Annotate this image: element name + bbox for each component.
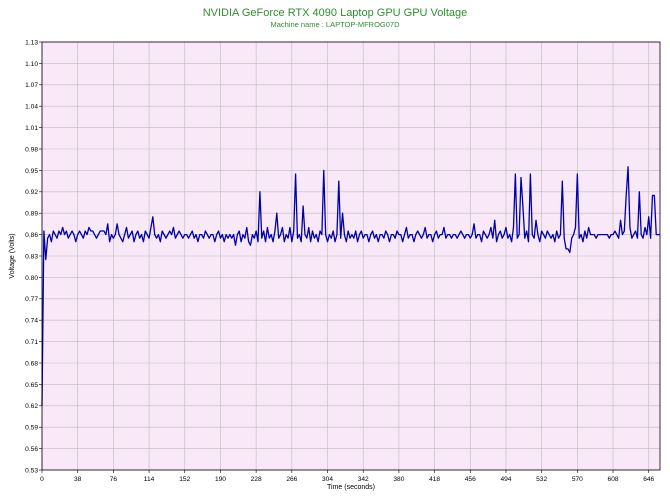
y-tick-label: 0.77 xyxy=(25,296,38,303)
y-tick-label: 0.53 xyxy=(25,467,38,474)
series-line-voltage xyxy=(41,166,660,406)
x-axis-label: Time (seconds) xyxy=(327,484,375,491)
y-tick-label: 0.89 xyxy=(25,211,38,218)
y-tick-label: 0.86 xyxy=(25,232,38,239)
x-tick-label: 304 xyxy=(322,476,333,483)
x-tick-label: 76 xyxy=(110,476,118,483)
series-group xyxy=(41,166,660,406)
y-tick-label: 1.13 xyxy=(25,39,38,46)
y-axis-ticks: 0.53 0.56 0.59 0.62 0.65 0.68 0.71 0.74 0.77 0.80… xyxy=(25,39,42,474)
x-tick-label: 190 xyxy=(215,476,226,483)
y-tick-label: 0.65 xyxy=(25,382,38,389)
y-tick-label: 0.74 xyxy=(25,318,38,325)
y-tick-label: 0.71 xyxy=(25,339,38,346)
x-tick-label: 608 xyxy=(608,476,619,483)
x-tick-label: 0 xyxy=(40,476,44,483)
x-tick-label: 418 xyxy=(429,476,440,483)
x-tick-label: 380 xyxy=(393,476,404,483)
y-tick-label: 0.59 xyxy=(25,425,38,432)
x-tick-label: 646 xyxy=(643,476,654,483)
y-tick-label: 1.04 xyxy=(25,104,38,111)
chart-title: NVIDIA GeForce RTX 4090 Laptop GPU GPU V… xyxy=(203,7,468,19)
x-tick-label: 342 xyxy=(358,476,369,483)
x-tick-label: 228 xyxy=(251,476,262,483)
x-tick-label: 494 xyxy=(500,476,511,483)
x-tick-label: 570 xyxy=(572,476,583,483)
y-tick-label: 0.98 xyxy=(25,146,38,153)
y-tick-label: 0.56 xyxy=(25,446,38,453)
x-tick-label: 266 xyxy=(286,476,297,483)
x-tick-label: 152 xyxy=(179,476,190,483)
x-tick-label: 38 xyxy=(74,476,82,483)
x-tick-label: 532 xyxy=(536,476,547,483)
horizontal-grid-lines xyxy=(42,41,660,471)
y-tick-label: 0.62 xyxy=(25,403,38,410)
x-tick-label: 114 xyxy=(144,476,155,483)
y-tick-label: 0.92 xyxy=(25,189,38,196)
y-tick-label: 0.83 xyxy=(25,253,38,260)
y-tick-label: 0.95 xyxy=(25,168,38,175)
x-axis-ticks: 0 38 76 114 152 190 228 266 304 342 380 418 456 494 53… xyxy=(40,470,655,483)
y-tick-label: 0.80 xyxy=(25,275,38,282)
y-tick-label: 0.68 xyxy=(25,360,38,367)
y-tick-label: 1.07 xyxy=(25,82,38,89)
y-tick-label: 1.01 xyxy=(25,125,38,132)
y-tick-label: 1.10 xyxy=(25,61,38,68)
chart-subtitle: Machine name : LAPTOP-MFROG07D xyxy=(270,20,400,29)
y-axis-label: Voltage (Volts) xyxy=(9,233,16,278)
x-tick-label: 456 xyxy=(465,476,476,483)
